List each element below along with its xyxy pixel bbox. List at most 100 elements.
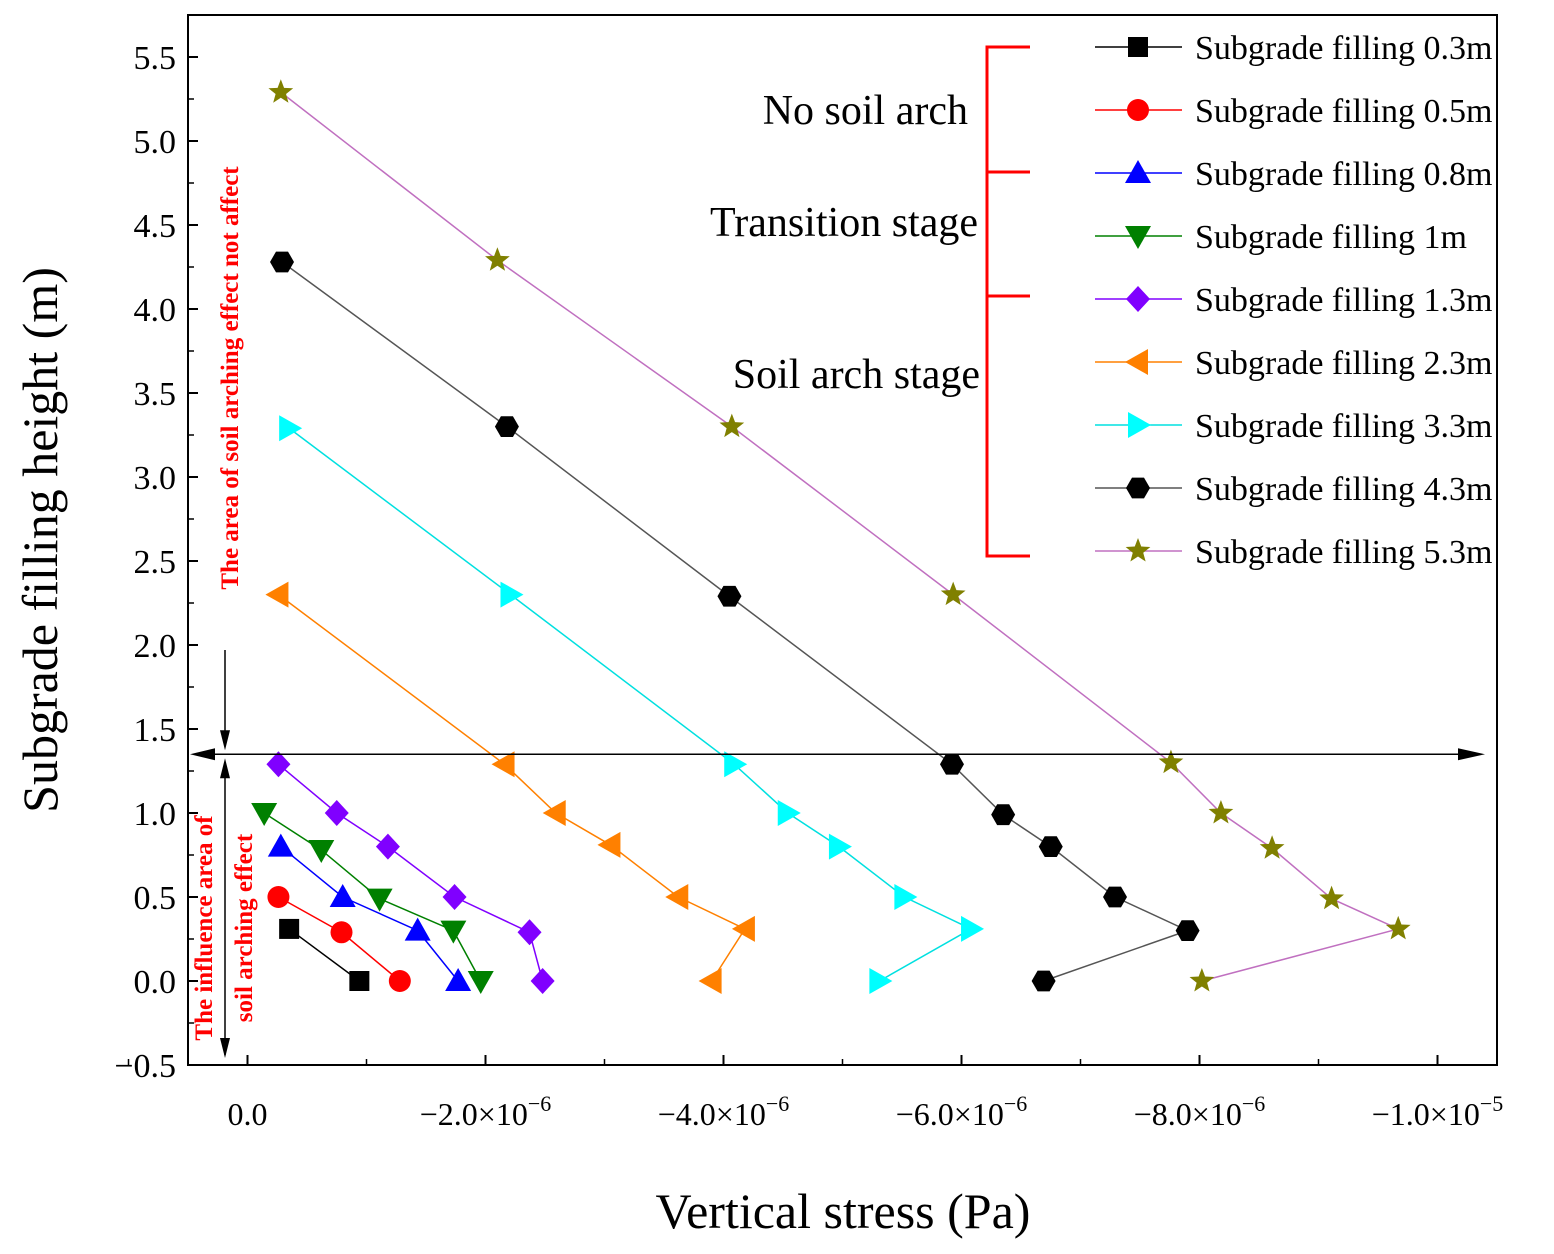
series-1 bbox=[279, 918, 370, 991]
data-point bbox=[375, 833, 400, 860]
series-3 bbox=[267, 833, 472, 991]
legend-marker bbox=[1125, 160, 1151, 183]
x-tick-label: −8.0×10−6 bbox=[1134, 1091, 1266, 1132]
series-6 bbox=[265, 581, 755, 994]
data-point bbox=[1319, 885, 1344, 910]
legend-label: Subgrade filling 0.3m bbox=[1195, 30, 1492, 67]
series-line bbox=[288, 427, 973, 982]
data-point bbox=[1158, 749, 1184, 774]
x-tick-exponent: −5 bbox=[1480, 1091, 1503, 1116]
bottom-arrow-head bbox=[220, 1038, 230, 1058]
y-tick-label: 0.5 bbox=[134, 880, 177, 917]
legend-label: Subgrade filling 2.3m bbox=[1195, 345, 1492, 382]
data-point bbox=[265, 581, 289, 608]
y-tick-label: 1.5 bbox=[134, 712, 177, 749]
y-tick-label: 2.5 bbox=[134, 544, 177, 581]
data-point bbox=[366, 888, 393, 912]
stage-label-1: No soil arch bbox=[763, 88, 968, 134]
lower-area-label-2: soil arching effect bbox=[231, 833, 258, 1022]
data-point bbox=[731, 915, 755, 942]
series-2 bbox=[267, 886, 411, 992]
stage-bracket bbox=[985, 45, 1030, 558]
data-point bbox=[440, 920, 467, 944]
data-point bbox=[869, 968, 893, 994]
series-line bbox=[288, 928, 360, 982]
y-tick-label: 3.5 bbox=[134, 376, 177, 413]
data-point bbox=[494, 416, 519, 437]
y-tick-label: 0.0 bbox=[134, 964, 177, 1001]
series-7 bbox=[279, 415, 985, 994]
series-line bbox=[280, 91, 1401, 982]
data-point bbox=[491, 751, 515, 778]
y-tick-label: 5.5 bbox=[134, 40, 177, 77]
data-point bbox=[329, 884, 356, 907]
y-tick-label: 1.0 bbox=[134, 796, 177, 833]
x-tick-exponent: −6 bbox=[528, 1091, 551, 1116]
axes: −0.5 0.0 0.5 1.0 1.5 2.0 2.5 3.0 3.5 4.0 4.5 5.0 5.5… bbox=[114, 14, 1504, 1132]
data-point bbox=[324, 800, 349, 826]
data-point bbox=[279, 415, 303, 442]
y-tick-label: 5.0 bbox=[134, 124, 177, 161]
legend-label: Subgrade filling 5.3m bbox=[1195, 534, 1492, 571]
data-point bbox=[270, 251, 295, 273]
data-point bbox=[1175, 920, 1200, 941]
y-tick-label: 2.0 bbox=[134, 628, 177, 665]
data-point bbox=[268, 79, 294, 103]
annotations: No soil arch Transition stage Soil arch st… bbox=[190, 45, 1485, 1058]
data-point bbox=[308, 839, 335, 863]
x-tick-exponent: −6 bbox=[1242, 1091, 1265, 1116]
data-point bbox=[1385, 915, 1411, 940]
data-point bbox=[442, 884, 467, 910]
data-point bbox=[698, 968, 722, 994]
data-point bbox=[724, 751, 748, 778]
data-point bbox=[330, 921, 353, 944]
data-point bbox=[266, 751, 291, 778]
data-point bbox=[717, 585, 742, 607]
x-tick-exponent: −6 bbox=[766, 1091, 789, 1116]
legend-label: Subgrade filling 0.8m bbox=[1195, 156, 1492, 193]
data-point bbox=[1189, 968, 1215, 992]
stage-label-2: Transition stage bbox=[710, 200, 978, 246]
legend-marker bbox=[1127, 99, 1149, 121]
data-point bbox=[467, 971, 494, 994]
data-point bbox=[940, 581, 966, 606]
legend-label: Subgrade filling 1.3m bbox=[1195, 282, 1492, 319]
data-point bbox=[500, 581, 524, 608]
series-8 bbox=[270, 251, 1200, 992]
y-tick-label: 3.0 bbox=[134, 460, 177, 497]
data-point bbox=[939, 753, 964, 775]
data-point bbox=[777, 800, 801, 826]
series-9 bbox=[268, 79, 1411, 992]
data-point bbox=[1038, 836, 1063, 857]
data-point bbox=[388, 970, 411, 992]
legend-marker bbox=[1126, 477, 1150, 499]
series-line bbox=[280, 846, 459, 982]
legend-label: Subgrade filling 4.3m bbox=[1195, 471, 1492, 508]
data-point bbox=[961, 915, 985, 942]
data-point bbox=[445, 968, 472, 991]
data-point bbox=[894, 884, 918, 910]
x-tick-label: −4.0×10−6 bbox=[658, 1091, 790, 1132]
series-layer bbox=[251, 79, 1411, 994]
data-point bbox=[1259, 835, 1285, 859]
data-point bbox=[349, 971, 370, 991]
x-tick-label: −6.0×10−6 bbox=[896, 1091, 1028, 1132]
data-point bbox=[542, 800, 566, 826]
data-point bbox=[1103, 886, 1128, 908]
legend-marker bbox=[1125, 226, 1151, 249]
data-point bbox=[1208, 800, 1234, 824]
data-point bbox=[251, 803, 278, 826]
data-point bbox=[517, 919, 542, 946]
data-point bbox=[267, 886, 290, 908]
x-tick-label: −1.0×10−5 bbox=[1372, 1091, 1504, 1132]
series-5 bbox=[266, 751, 555, 994]
series-line bbox=[277, 763, 544, 982]
y-axis-title: Subgrade filling height (m) bbox=[12, 267, 68, 813]
legend-label: Subgrade filling 1m bbox=[1195, 219, 1467, 256]
data-point bbox=[404, 917, 431, 941]
x-tick-label: 0.0 bbox=[228, 1096, 268, 1132]
legend-marker bbox=[1128, 412, 1151, 438]
data-point bbox=[1031, 970, 1056, 992]
legend: Subgrade filling 0.3m Subgrade filling 0.… bbox=[1095, 30, 1492, 571]
